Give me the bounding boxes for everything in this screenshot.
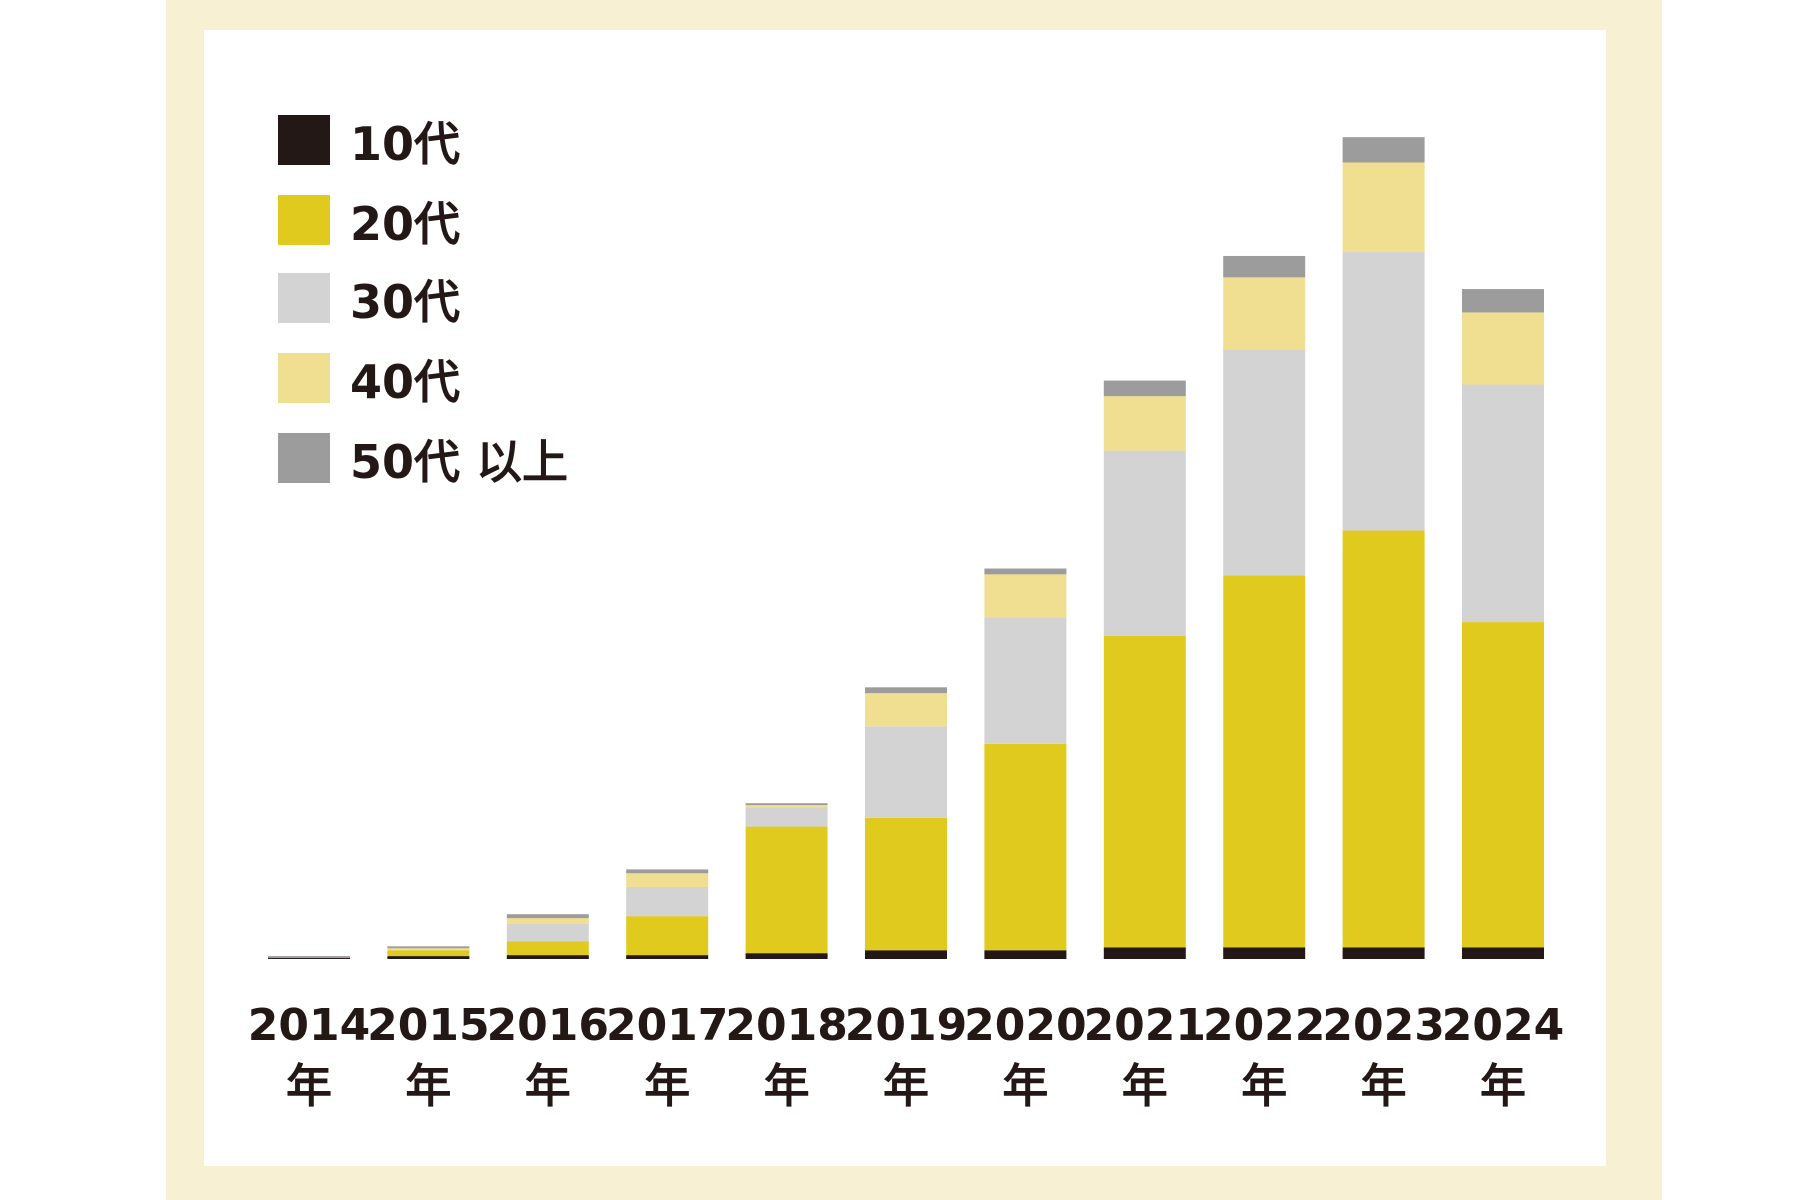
bar-segment-2023-s4 <box>1342 137 1425 163</box>
bar-segment-2020-s1 <box>984 743 1067 951</box>
bar-segment-2024-s2 <box>1462 384 1544 623</box>
bar-segment-2022-s0 <box>1223 947 1306 960</box>
bar-segment-2018-s0 <box>745 953 828 959</box>
x-tick-unit-2022: 年 <box>1241 1059 1287 1113</box>
x-tick-year-2023: 2023 <box>1322 1000 1444 1051</box>
x-tick-year-2020: 2020 <box>964 1000 1086 1051</box>
bar-segment-2023-s1 <box>1342 530 1425 948</box>
bar-segment-2021-s4 <box>1103 380 1186 397</box>
x-tick-unit-2016: 年 <box>525 1059 571 1113</box>
bar-segment-2019-s1 <box>865 817 947 951</box>
bar-segment-2024-s4 <box>1462 289 1544 313</box>
bar-segment-2016-s3 <box>506 918 589 924</box>
bar-segment-2021-s1 <box>1103 635 1186 948</box>
bar-segment-2017-s1 <box>626 916 709 956</box>
bar-segment-2024-s3 <box>1462 312 1544 385</box>
x-tick-year-2016: 2016 <box>487 1000 609 1051</box>
x-tick-unit-2020: 年 <box>1002 1059 1048 1113</box>
x-tick-year-2019: 2019 <box>845 1000 967 1051</box>
legend-swatch-40s <box>278 353 330 403</box>
bar-segment-2022-s2 <box>1223 349 1306 576</box>
bar-segment-2014-s4 <box>268 956 350 959</box>
bar-segment-2019-s3 <box>865 693 947 727</box>
legend-swatch-30s <box>278 273 330 323</box>
legend-swatch-10s <box>278 115 330 165</box>
bar-segment-2014-s0 <box>268 958 350 959</box>
bar-segment-2024-s1 <box>1462 622 1544 948</box>
bar-segment-2015-s1 <box>387 950 470 957</box>
bar-segment-2021-s2 <box>1103 450 1186 636</box>
bar-segment-2017-s2 <box>626 886 709 917</box>
x-tick-unit-2017: 年 <box>644 1059 690 1113</box>
bar-segment-2019-s0 <box>865 950 947 959</box>
x-tick-unit-2021: 年 <box>1122 1059 1168 1113</box>
x-tick-unit-2015: 年 <box>405 1059 451 1113</box>
bar-segment-2015-s0 <box>387 956 470 959</box>
bar-segment-2022-s1 <box>1223 575 1306 948</box>
bar-segment-2021-s0 <box>1103 947 1186 960</box>
bar-segment-2017-s4 <box>626 869 709 874</box>
legend-label-50s-plus: 50代 以上 <box>350 435 568 489</box>
bar-segment-2018-s4 <box>745 803 828 806</box>
bar-segment-2016-s0 <box>506 955 589 960</box>
legend-swatch-20s <box>278 195 330 245</box>
bar-segment-2023-s2 <box>1342 252 1425 531</box>
bar-segment-2018-s3 <box>745 805 828 808</box>
bar-segment-2022-s4 <box>1223 255 1306 278</box>
x-axis-tick-labels: 2014 年 2015 年 2016 年 2017 年 2018 年 2019 年 2020 年 2021 年… <box>248 1000 1564 1113</box>
bar-segment-2020-s0 <box>984 950 1067 959</box>
bar-segment-2017-s3 <box>626 873 709 887</box>
bar-segment-2021-s3 <box>1103 396 1186 451</box>
bar-segment-2020-s3 <box>984 574 1067 618</box>
bar-segment-2020-s4 <box>984 568 1067 575</box>
x-tick-unit-2019: 年 <box>883 1059 929 1113</box>
bar-segment-2018-s1 <box>745 826 828 954</box>
bar-segment-2019-s2 <box>865 726 947 818</box>
x-tick-year-2024: 2024 <box>1442 1000 1564 1051</box>
bar-segment-2016-s2 <box>506 923 589 942</box>
x-tick-year-2021: 2021 <box>1084 1000 1206 1051</box>
legend-label-30s: 30代 <box>350 275 460 329</box>
bar-segment-2019-s4 <box>865 687 947 694</box>
x-tick-unit-2024: 年 <box>1480 1059 1526 1113</box>
x-tick-year-2014: 2014 <box>248 1000 370 1051</box>
legend-label-40s: 40代 <box>350 355 460 409</box>
bar-segment-2016-s4 <box>506 914 589 919</box>
bar-segment-2015-s4 <box>387 946 470 949</box>
legend-label-20s: 20代 <box>350 197 460 251</box>
x-tick-year-2017: 2017 <box>606 1000 728 1051</box>
bar-segment-2015-s3 <box>387 948 470 951</box>
bars <box>268 137 1544 960</box>
bar-segment-2024-s0 <box>1462 947 1544 960</box>
legend-swatch-50s-plus <box>278 433 330 483</box>
x-tick-unit-2023: 年 <box>1361 1059 1407 1113</box>
bar-segment-2023-s3 <box>1342 162 1425 253</box>
x-tick-unit-2018: 年 <box>764 1059 810 1113</box>
legend-label-10s: 10代 <box>350 117 460 171</box>
x-tick-year-2015: 2015 <box>367 1000 489 1051</box>
x-tick-unit-2014: 年 <box>286 1059 332 1113</box>
bar-segment-2023-s0 <box>1342 947 1425 960</box>
bar-segment-2022-s3 <box>1223 277 1306 350</box>
bar-segment-2018-s2 <box>745 807 828 827</box>
x-tick-year-2022: 2022 <box>1203 1000 1325 1051</box>
bar-segment-2020-s2 <box>984 617 1067 744</box>
bar-segment-2016-s1 <box>506 941 589 956</box>
x-tick-year-2018: 2018 <box>725 1000 847 1051</box>
legend: 10代 20代 30代 40代 50代 以上 <box>278 115 568 489</box>
bar-segment-2017-s0 <box>626 955 709 960</box>
